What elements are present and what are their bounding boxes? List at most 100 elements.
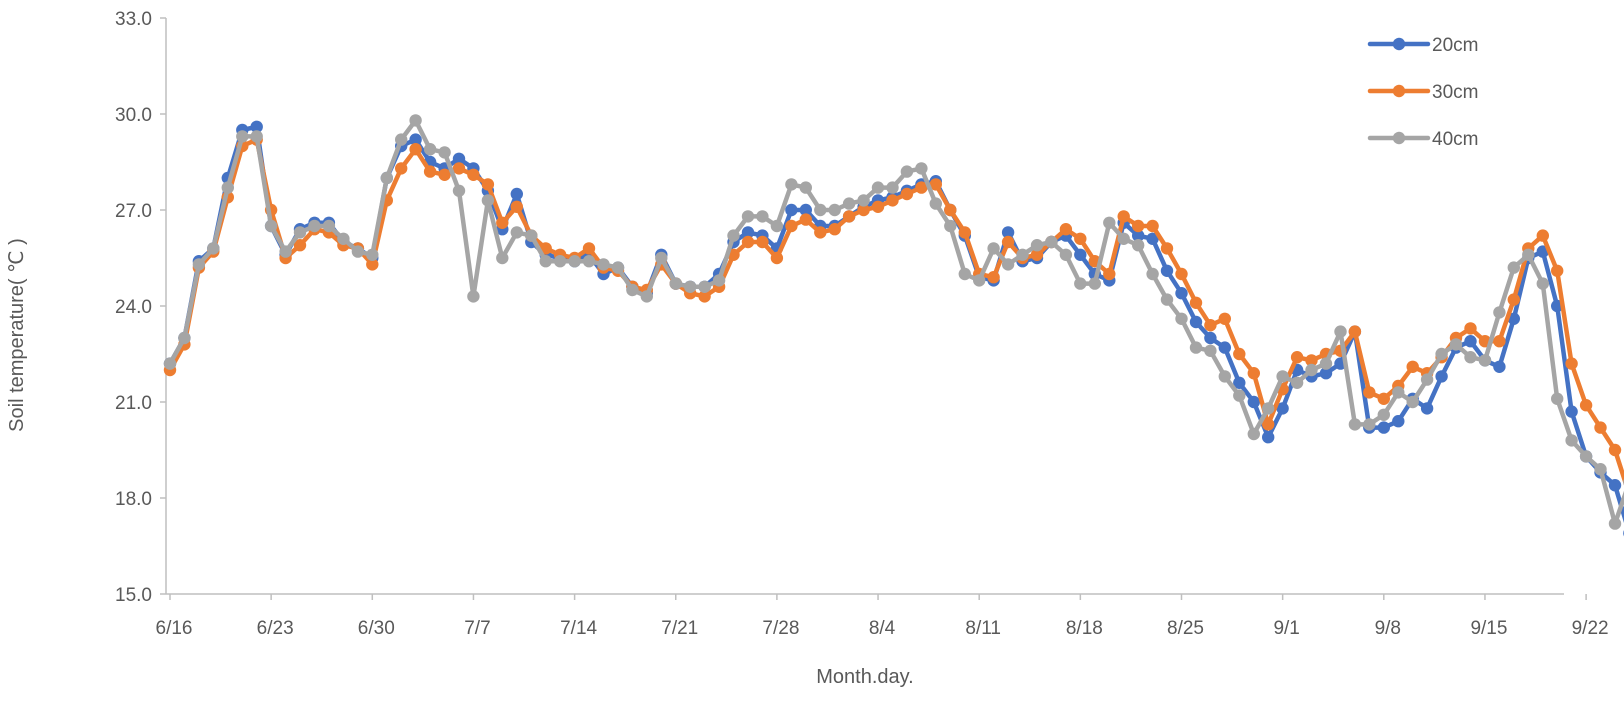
legend-swatch-marker xyxy=(1392,84,1406,98)
data-point-30cm xyxy=(857,203,870,217)
data-point-40cm xyxy=(553,255,567,268)
data-point-40cm xyxy=(712,274,726,287)
data-point-20cm xyxy=(1233,376,1246,389)
data-point-40cm xyxy=(496,251,509,265)
data-point-30cm xyxy=(1348,325,1362,338)
data-point-30cm xyxy=(1204,319,1217,332)
data-point-30cm xyxy=(799,213,812,226)
data-point-40cm xyxy=(322,219,336,233)
x-tick-label: 9/1 xyxy=(1273,618,1299,639)
data-point-30cm xyxy=(1377,392,1391,405)
data-point-20cm xyxy=(799,203,812,217)
data-point-40cm xyxy=(250,130,263,143)
data-point-30cm xyxy=(900,187,914,201)
data-point-40cm xyxy=(597,258,610,271)
data-point-30cm xyxy=(1262,418,1275,431)
data-point-20cm xyxy=(1262,431,1275,444)
data-point-20cm xyxy=(1420,402,1434,415)
data-point-20cm xyxy=(785,203,798,217)
data-point-40cm xyxy=(207,242,220,255)
x-tick-label: 7/7 xyxy=(464,618,490,639)
y-tick-label: 27.0 xyxy=(115,201,152,222)
x-tick-label: 8/18 xyxy=(1066,618,1103,639)
data-point-40cm xyxy=(163,357,177,370)
y-tick-label: 21.0 xyxy=(115,393,152,414)
data-point-20cm xyxy=(1493,360,1506,373)
data-point-30cm xyxy=(510,200,523,213)
data-point-20cm xyxy=(1204,331,1217,345)
data-point-30cm xyxy=(1074,232,1087,245)
legend: 20cm 30cm 40cm xyxy=(1367,35,1478,150)
data-point-40cm xyxy=(1030,239,1044,252)
data-point-40cm xyxy=(842,197,856,210)
data-point-40cm xyxy=(582,255,596,268)
data-point-40cm xyxy=(1059,248,1073,261)
y-tick-label: 24.0 xyxy=(115,297,152,318)
x-tick-label: 7/21 xyxy=(661,618,698,639)
series-40cm xyxy=(163,114,1624,530)
data-point-20cm xyxy=(1146,232,1159,245)
data-point-30cm xyxy=(1189,296,1203,309)
data-point-20cm xyxy=(1377,421,1391,434)
y-tick-label: 18.0 xyxy=(115,489,152,510)
legend-label: 40cm xyxy=(1432,129,1478,150)
data-point-40cm xyxy=(1160,293,1174,306)
data-point-30cm xyxy=(1103,267,1116,281)
y-tick-label: 15.0 xyxy=(115,585,152,606)
data-point-20cm xyxy=(1189,315,1203,329)
data-point-40cm xyxy=(236,130,249,143)
data-point-40cm xyxy=(1001,258,1015,271)
data-point-40cm xyxy=(1435,347,1448,361)
data-point-40cm xyxy=(481,194,495,207)
data-point-40cm xyxy=(1348,418,1362,431)
data-point-30cm xyxy=(944,203,957,217)
data-point-40cm xyxy=(1551,392,1564,405)
legend-swatch-marker xyxy=(1392,131,1406,145)
x-tick-label: 8/4 xyxy=(869,618,896,639)
data-point-30cm xyxy=(1030,248,1044,261)
data-point-40cm xyxy=(1103,216,1116,229)
data-point-40cm xyxy=(1276,370,1289,383)
data-point-40cm xyxy=(510,226,523,239)
data-point-30cm xyxy=(1536,229,1550,242)
data-point-30cm xyxy=(1305,354,1318,367)
data-point-30cm xyxy=(1218,312,1232,325)
legend-item-30cm: 30cm xyxy=(1367,82,1478,103)
data-point-40cm xyxy=(366,248,379,261)
data-point-30cm xyxy=(770,251,784,265)
data-point-30cm xyxy=(987,271,1000,284)
data-point-20cm xyxy=(1160,264,1174,277)
data-point-30cm xyxy=(814,226,827,239)
data-point-30cm xyxy=(958,226,971,239)
data-point-40cm xyxy=(1218,370,1232,383)
data-point-30cm xyxy=(1059,223,1073,236)
data-point-30cm xyxy=(1565,357,1578,370)
data-point-40cm xyxy=(684,280,697,293)
data-point-40cm xyxy=(1392,386,1405,399)
data-point-40cm xyxy=(1449,338,1463,351)
data-point-40cm xyxy=(380,171,393,185)
data-point-30cm xyxy=(1175,267,1188,281)
data-point-40cm xyxy=(539,255,552,268)
data-point-30cm xyxy=(785,219,798,233)
data-point-40cm xyxy=(452,184,466,197)
data-point-40cm xyxy=(178,331,191,345)
data-point-40cm xyxy=(770,219,784,233)
data-point-40cm xyxy=(640,290,653,303)
x-tick-label: 8/25 xyxy=(1167,618,1204,639)
data-point-20cm xyxy=(1392,415,1405,428)
data-point-30cm xyxy=(582,242,596,255)
data-point-40cm xyxy=(727,229,740,242)
data-point-30cm xyxy=(756,235,769,249)
data-point-40cm xyxy=(1088,277,1102,290)
data-point-30cm xyxy=(1493,335,1506,348)
data-point-40cm xyxy=(741,210,755,223)
data-point-40cm xyxy=(915,162,928,175)
data-point-40cm xyxy=(900,165,914,178)
data-point-20cm xyxy=(1276,402,1289,415)
legend-item-40cm: 40cm xyxy=(1367,129,1478,150)
data-point-30cm xyxy=(871,200,885,213)
legend-item-20cm: 20cm xyxy=(1367,35,1478,56)
data-point-40cm xyxy=(1016,248,1029,261)
x-tick-label: 6/16 xyxy=(156,618,193,639)
